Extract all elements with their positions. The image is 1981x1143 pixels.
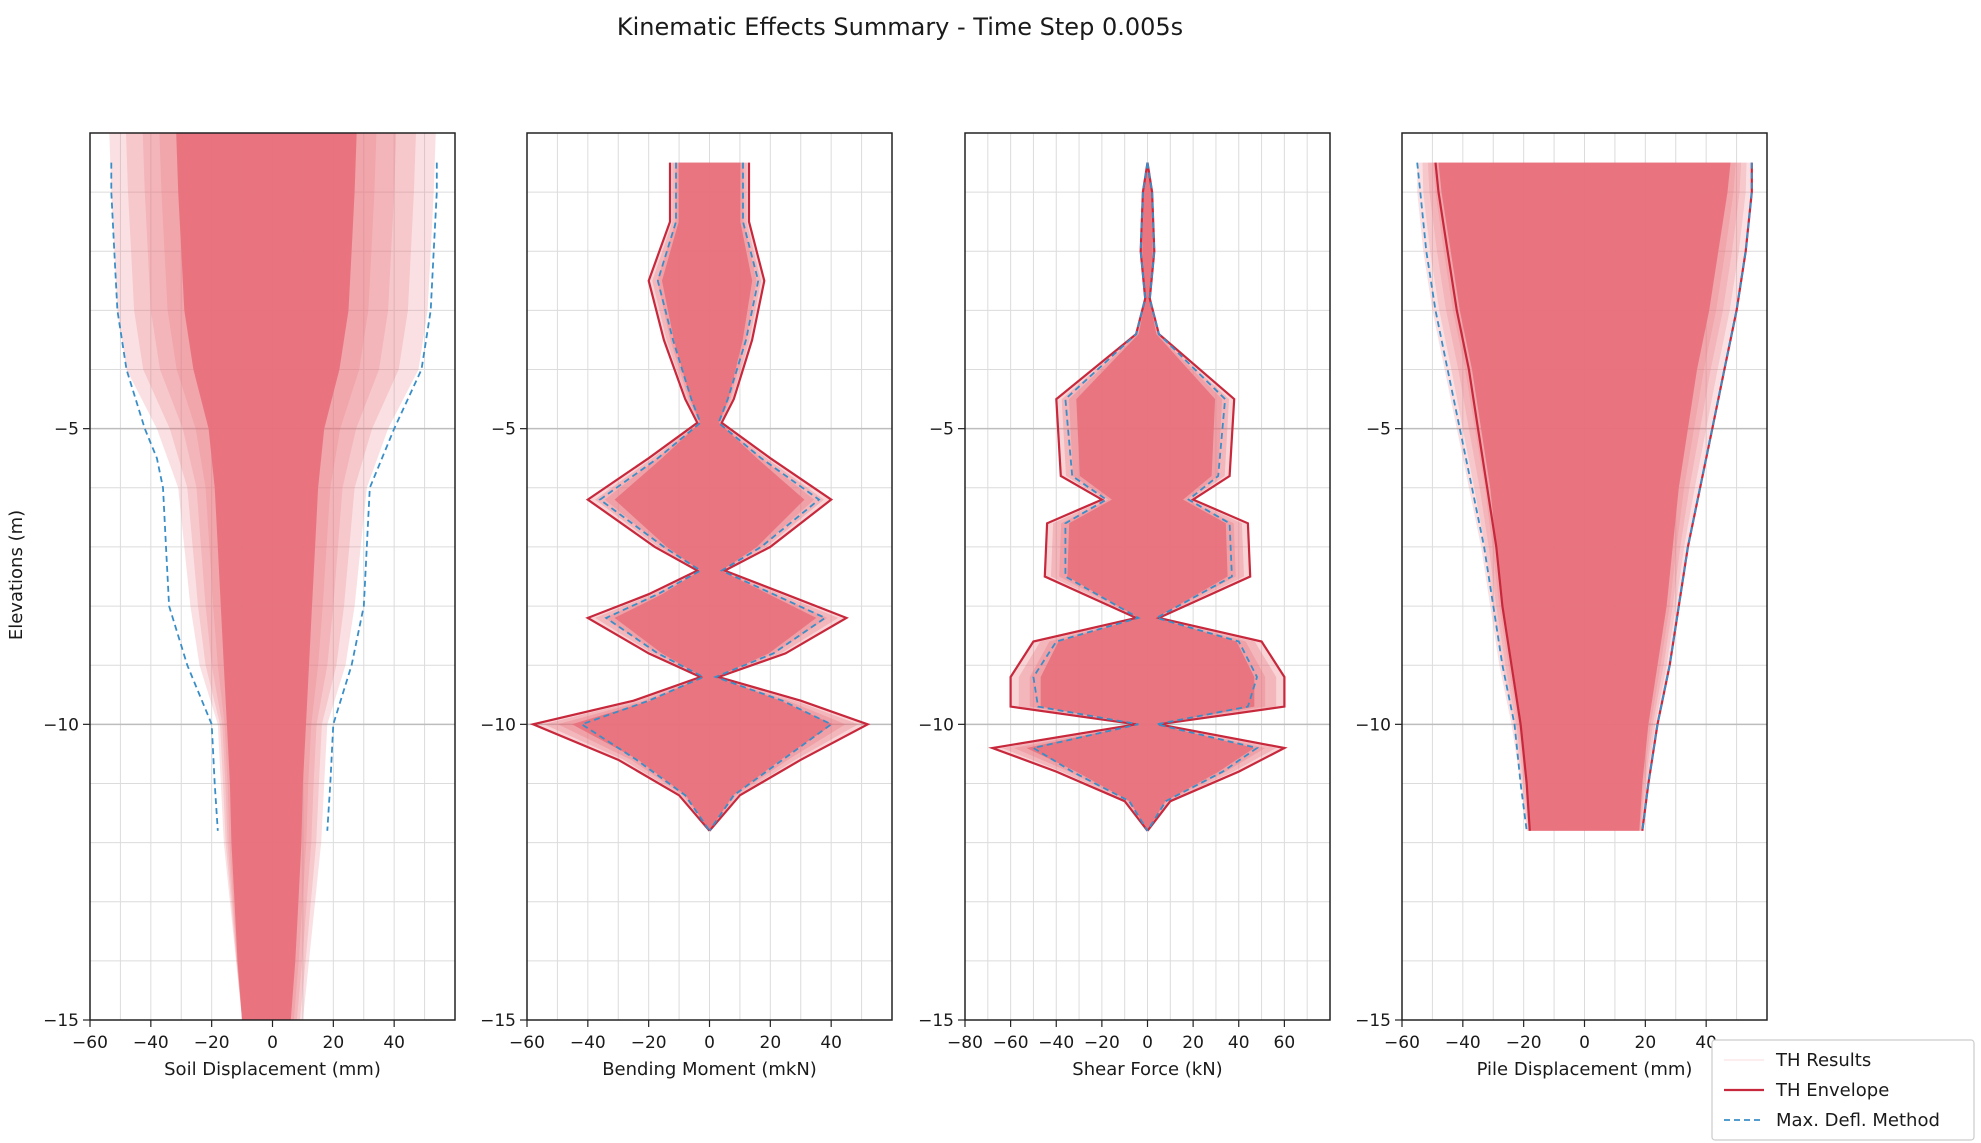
th-envelope-line [708, 162, 871, 832]
figure-title: Kinematic Effects Summary - Time Step 0.… [617, 13, 1183, 41]
x-tick-label: 0 [704, 1033, 715, 1053]
y-tick-label: −10 [43, 715, 79, 735]
chart-panel-2: −60 −40 −20 0 20 40 −5 −10 −15 Bending Moment (mk… [480, 132, 893, 1080]
chart-panels: −60 −40 −20 0 20 40 −5 −10 −15 Soil Displacement … [43, 132, 1768, 1080]
max-defl-method-line [1641, 162, 1753, 831]
x-tick-label: 0 [267, 1033, 278, 1053]
x-tick-label: 40 [820, 1033, 842, 1053]
y-tick-label: −10 [1355, 715, 1391, 735]
x-tick-label: −60 [993, 1033, 1029, 1053]
th-envelope-line [988, 162, 1149, 832]
y-tick-label: −10 [918, 715, 954, 735]
y-tick-label: −5 [54, 420, 79, 440]
x-axis-label: Shear Force (kN) [1072, 1059, 1222, 1080]
x-tick-label: −60 [1384, 1033, 1420, 1053]
x-tick-label: 40 [1228, 1033, 1250, 1053]
max-defl-method-line [1146, 162, 1260, 832]
plot-area [1416, 162, 1753, 831]
legend: TH Results TH Envelope Max. Defl. Method [1711, 1039, 1975, 1141]
x-tick-label: −80 [947, 1033, 983, 1053]
max-defl-method-line [1416, 162, 1528, 831]
x-tick-label: 40 [383, 1033, 405, 1053]
legend-label: TH Envelope [1775, 1080, 1889, 1101]
th-envelope-line [1146, 162, 1288, 832]
legend-label: Max. Defl. Method [1776, 1110, 1940, 1131]
chart-panel-1: −60 −40 −20 0 20 40 −5 −10 −15 Soil Displacement … [43, 132, 456, 1080]
x-axis-label: Soil Displacement (mm) [164, 1059, 381, 1080]
max-defl-method-line [110, 162, 219, 831]
th-envelope-line [529, 162, 711, 832]
y-tick-label: −15 [43, 1011, 79, 1031]
plot-area [529, 162, 871, 832]
x-tick-label: −40 [570, 1033, 606, 1053]
x-tick-label: −40 [1038, 1033, 1074, 1053]
legend-label: TH Results [1775, 1050, 1871, 1071]
th-results-band [571, 162, 833, 831]
legend-item: Max. Defl. Method [1724, 1110, 1940, 1131]
x-tick-label: 20 [760, 1033, 782, 1053]
y-tick-label: −15 [918, 1011, 954, 1031]
x-tick-label: 60 [1274, 1033, 1296, 1053]
y-tick-label: −5 [491, 420, 516, 440]
x-tick-label: −40 [133, 1033, 169, 1053]
y-axis-label: Elevations (m) [6, 510, 27, 640]
legend-item: TH Envelope [1724, 1080, 1889, 1101]
x-tick-label: −20 [1084, 1033, 1120, 1053]
th-results-band [176, 133, 357, 1020]
plot-area [988, 162, 1288, 832]
chart-panel-3: −80 −60 −40 −20 0 20 40 60 −5 −10 −15 Shear Force (… [918, 132, 1331, 1080]
x-tick-label: 20 [1635, 1033, 1657, 1053]
max-defl-method-line [579, 162, 711, 832]
x-tick-label: 0 [1142, 1033, 1153, 1053]
x-axis-label: Bending Moment (mkN) [602, 1059, 817, 1080]
th-envelope-line [1434, 162, 1531, 831]
x-tick-label: −60 [72, 1033, 108, 1053]
x-tick-label: −20 [631, 1033, 667, 1053]
y-tick-label: −15 [480, 1011, 516, 1031]
x-tick-label: −20 [194, 1033, 230, 1053]
plot-area [109, 133, 438, 1020]
th-results-band [1026, 162, 1255, 831]
max-defl-method-line [708, 162, 833, 832]
legend-item: TH Results [1724, 1050, 1871, 1071]
x-tick-label: 0 [1579, 1033, 1590, 1053]
y-tick-label: −5 [929, 420, 954, 440]
legend-box [1711, 1039, 1975, 1141]
x-tick-label: −20 [1506, 1033, 1542, 1053]
x-tick-label: −40 [1445, 1033, 1481, 1053]
x-tick-label: −60 [509, 1033, 545, 1053]
max-defl-method-line [326, 162, 438, 831]
x-axis-label: Pile Displacement (mm) [1477, 1059, 1693, 1080]
y-tick-label: −10 [480, 715, 516, 735]
y-tick-label: −5 [1366, 420, 1391, 440]
x-tick-label: 20 [1182, 1033, 1204, 1053]
y-tick-label: −15 [1355, 1011, 1391, 1031]
x-tick-label: 20 [323, 1033, 345, 1053]
